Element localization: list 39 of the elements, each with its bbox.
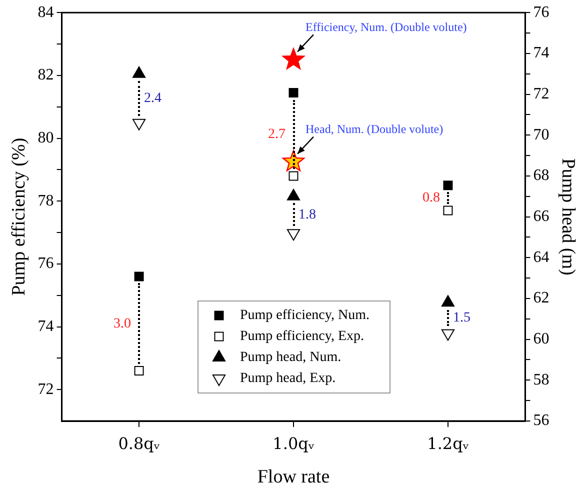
annotation: 3.0 [114,316,132,332]
annotation: 0.8 [422,190,440,206]
annotation: 2.7 [268,127,286,142]
y2-tick-label: 76 [533,4,550,21]
y-tick-label: 82 [38,66,54,84]
x-tick-label: 0.8qᵥ [118,434,160,453]
annotation: Efficiency, Num. (Double volute) [306,20,467,34]
x-tick-label: 1.2qᵥ [427,434,469,453]
legend-label: Pump head, Exp. [240,371,336,386]
y2-tick-label: 70 [533,126,550,144]
x-axis-title: Flow rate [257,466,330,488]
y2-tick-label: 66 [533,208,550,226]
y-tick-label: 80 [38,129,54,146]
point [288,171,298,181]
annotation: Head, Num. (Double volute) [306,122,444,136]
y-tick-label: 76 [38,255,54,272]
legend-label: Pump efficiency, Exp. [240,329,364,344]
y-axis-title: Pump efficiency (%) [8,138,30,296]
y2-axis-title: Pump head (m) [558,158,579,276]
legend-label: Pump efficiency, Num. [240,308,370,324]
y2-tick-label: 60 [533,330,550,348]
y-tick-label: 72 [38,380,54,398]
y-tick-label: 78 [38,192,54,210]
y2-tick-label: 62 [533,290,550,307]
x-tick-label: 1.0qᵥ [272,434,314,453]
annotation: 1.5 [452,310,470,326]
legend-label: Pump head, Num. [240,350,342,366]
y2-tick-label: 74 [533,44,550,62]
y-tick-label: 74 [38,318,54,335]
y2-tick-label: 58 [533,371,550,388]
y2-tick-label: 64 [533,248,550,266]
y2-tick-label: 68 [533,167,550,184]
annotation: 1.8 [298,207,316,222]
y2-tick-label: 56 [533,412,550,430]
y-tick-label: 84 [38,4,54,21]
point [288,88,298,98]
annotation: 2.4 [144,91,162,106]
y2-tick-label: 72 [533,85,550,102]
point [282,48,305,70]
